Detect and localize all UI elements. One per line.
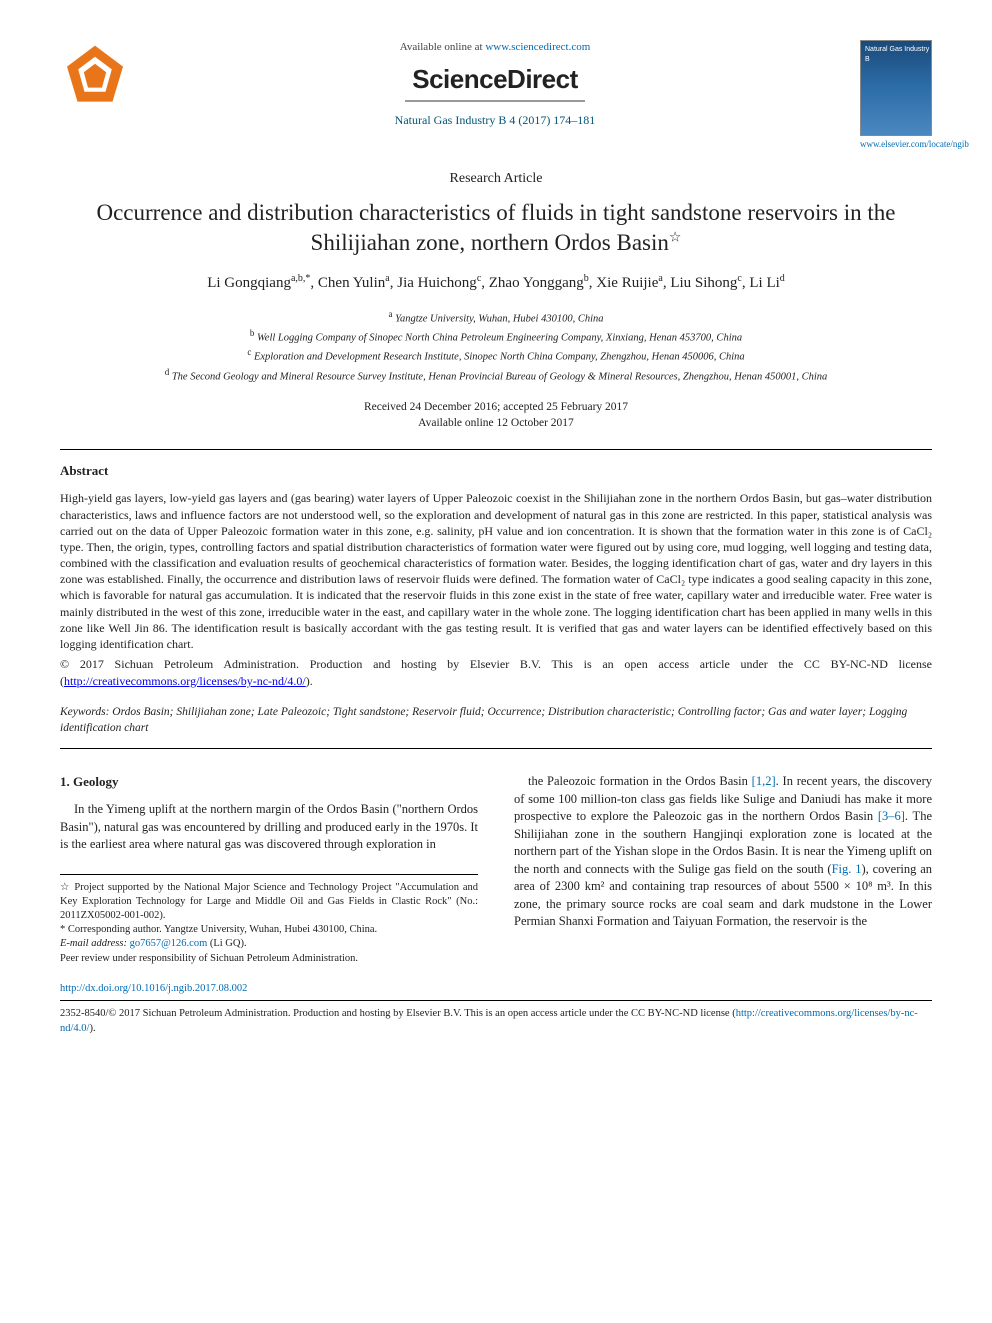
column-right: the Paleozoic formation in the Ordos Bas… [514,773,932,966]
affiliation: d The Second Geology and Mineral Resourc… [60,366,932,385]
footnote-email: E-mail address: go7657@126.com (Li GQ). [60,937,478,951]
header-center: Available online at www.sciencedirect.co… [130,40,860,129]
divider [60,1000,932,1001]
cover-image: Natural Gas Industry B [860,40,932,136]
affiliation: c Exploration and Development Research I… [60,346,932,365]
header: Available online at www.sciencedirect.co… [60,40,932,151]
abstract-copyright: © 2017 Sichuan Petroleum Administration.… [60,656,932,690]
column-left: 1. Geology In the Yimeng uplift at the n… [60,773,478,966]
section-heading: 1. Geology [60,773,478,791]
footnotes: ☆ Project supported by the National Majo… [60,874,478,966]
sciencedirect-url-link[interactable]: www.sciencedirect.com [485,41,590,53]
article-type: Research Article [60,169,932,189]
article-title: Occurrence and distribution characterist… [70,198,922,258]
author: Zhao Yonggangb [489,275,589,291]
email-link[interactable]: go7657@126.com [130,938,208,949]
abstract-body: High-yield gas layers, low-yield gas lay… [60,490,932,652]
available-online: Available online at www.sciencedirect.co… [130,40,860,55]
divider [60,748,932,749]
sciencedirect-brand: ScienceDirect [130,61,860,101]
footnote-peer-review: Peer review under responsibility of Sich… [60,952,478,966]
title-footnote-marker: ☆ [669,230,682,245]
author: Li Lid [749,275,784,291]
journal-cover: Natural Gas Industry B www.elsevier.com/… [860,40,932,151]
keywords-label: Keywords: [60,706,109,718]
body-paragraph: In the Yimeng uplift at the northern mar… [60,801,478,854]
abstract-heading: Abstract [60,462,932,480]
citation-link[interactable]: [1,2] [752,774,776,788]
footnote-project: ☆ Project supported by the National Majo… [60,881,478,924]
affiliations: a Yangtze University, Wuhan, Hubei 43010… [60,308,932,385]
author: Chen Yulina [318,275,390,291]
keywords: Keywords: Ordos Basin; Shilijiahan zone;… [60,704,932,736]
divider [60,449,932,450]
available-online: Available online 12 October 2017 [60,415,932,431]
journal-citation: Natural Gas Industry B 4 (2017) 174–181 [130,112,860,129]
author: Liu Sihongc [670,275,742,291]
body-paragraph: the Paleozoic formation in the Ordos Bas… [514,773,932,931]
author: Li Gongqianga,b,* [207,275,310,291]
author: Xie Ruijiea [596,275,663,291]
affiliation: a Yangtze University, Wuhan, Hubei 43010… [60,308,932,327]
publisher-logo [60,40,130,110]
author: Jia Huichongc [397,275,481,291]
page-footer: http://dx.doi.org/10.1016/j.ngib.2017.08… [60,982,932,1037]
brand-underline [405,100,585,102]
body-columns: 1. Geology In the Yimeng uplift at the n… [60,773,932,966]
article-dates: Received 24 December 2016; accepted 25 F… [60,399,932,431]
footnote-corresponding: * Corresponding author. Yangtze Universi… [60,923,478,937]
author-list: Li Gongqianga,b,*, Chen Yulina, Jia Huic… [60,272,932,294]
figure-link[interactable]: Fig. 1 [832,862,862,876]
citation-link[interactable]: [3–6] [878,809,905,823]
elsevier-locate-link[interactable]: www.elsevier.com/locate/ngib [860,138,932,151]
license-link[interactable]: http://creativecommons.org/licenses/by-n… [64,674,306,688]
affiliation: b Well Logging Company of Sinopec North … [60,327,932,346]
received-accepted: Received 24 December 2016; accepted 25 F… [60,399,932,415]
doi-link[interactable]: http://dx.doi.org/10.1016/j.ngib.2017.08… [60,983,247,994]
